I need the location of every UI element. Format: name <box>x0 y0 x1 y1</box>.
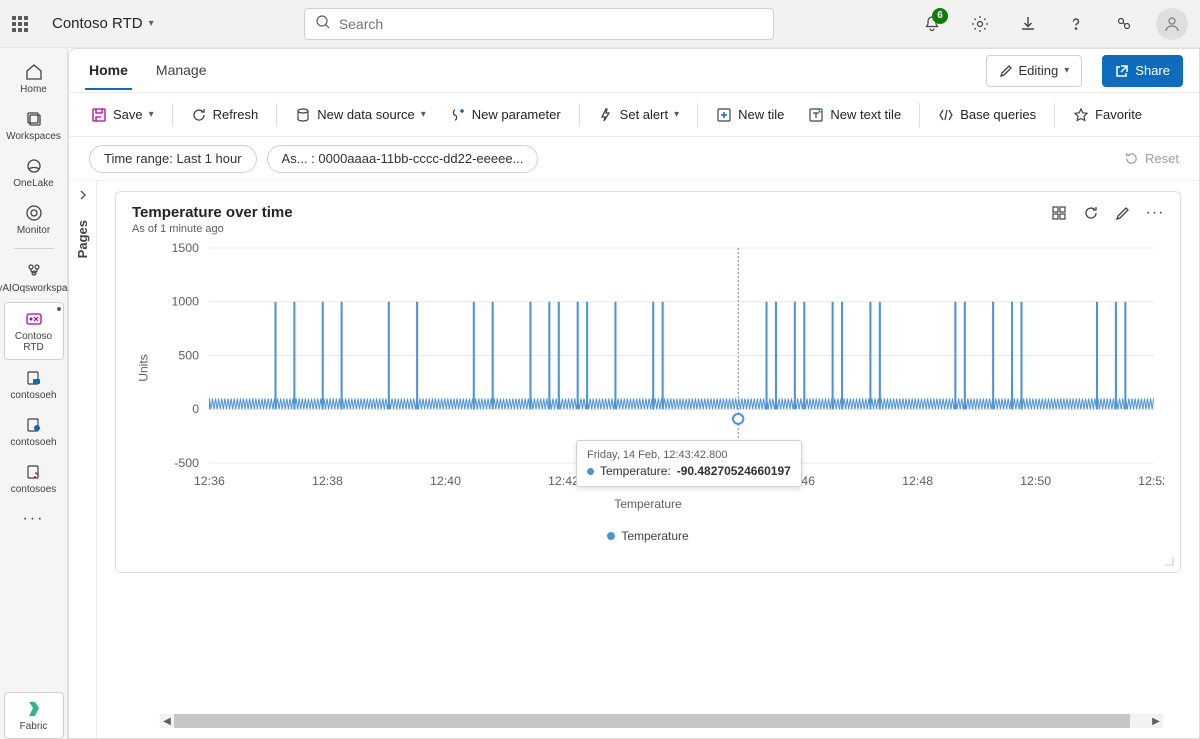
nav-home[interactable]: Home <box>4 56 64 101</box>
notifications-button[interactable]: 6 <box>916 8 948 40</box>
svg-text:12:48: 12:48 <box>902 474 933 488</box>
chart-tile: Temperature over time As of 1 minute ago… <box>115 191 1181 573</box>
pages-rail: Pages <box>69 181 97 738</box>
topbar: Contoso RTD ▾ 6 <box>0 0 1200 48</box>
refresh-button[interactable]: Refresh <box>181 99 269 131</box>
new-data-source-button[interactable]: New data source▾ <box>285 99 436 131</box>
nav-monitor[interactable]: Monitor <box>4 197 64 242</box>
download-button[interactable] <box>1012 8 1044 40</box>
chart-tooltip: Friday, 14 Feb, 12:43:42.800 Temperature… <box>576 440 802 487</box>
tile-title: Temperature over time <box>132 204 293 221</box>
app-launcher-icon[interactable] <box>12 16 32 32</box>
workspace-name: Contoso RTD <box>52 15 143 32</box>
main-area: Home Manage Editing▾ Share Save▾ Refresh… <box>68 48 1200 739</box>
tab-home[interactable]: Home <box>85 52 132 90</box>
share-button[interactable]: Share <box>1102 55 1183 87</box>
tooltip-timestamp: Friday, 14 Feb, 12:43:42.800 <box>587 449 791 461</box>
chevron-down-icon: ▾ <box>149 18 154 29</box>
pages-expand-icon[interactable] <box>77 189 89 204</box>
tooltip-label: Temperature: <box>600 464 671 478</box>
search-icon <box>315 14 331 33</box>
search-input[interactable] <box>339 16 763 32</box>
svg-text:500: 500 <box>178 349 199 363</box>
pages-label: Pages <box>75 220 90 258</box>
tile-refresh-icon[interactable] <box>1082 204 1100 222</box>
save-button[interactable]: Save▾ <box>81 99 164 131</box>
notification-badge: 6 <box>932 8 948 24</box>
svg-text:1500: 1500 <box>172 243 200 255</box>
svg-text:0: 0 <box>192 402 199 416</box>
svg-text:1000: 1000 <box>172 295 200 309</box>
filter-bar: Time range: Last 1 hour As... : 0000aaaa… <box>69 137 1199 181</box>
chart-legend: Temperature <box>132 529 1164 543</box>
tab-bar: Home Manage Editing▾ Share <box>69 49 1199 93</box>
x-axis-label: Temperature <box>132 497 1164 511</box>
horizontal-scrollbar[interactable]: ◀ ▶ <box>160 714 1163 728</box>
time-range-chip[interactable]: Time range: Last 1 hour <box>89 145 257 173</box>
nav-workspaces[interactable]: Workspaces <box>4 103 64 148</box>
nav-onelake[interactable]: OneLake <box>4 150 64 195</box>
tile-edit-icon[interactable] <box>1114 204 1132 222</box>
svg-text:12:50: 12:50 <box>1020 474 1051 488</box>
tooltip-value: -90.48270524660197 <box>677 464 791 478</box>
svg-text:12:38: 12:38 <box>312 474 343 488</box>
toolbar: Save▾ Refresh New data source▾ New param… <box>69 93 1199 137</box>
left-nav: Home Workspaces OneLake Monitor myAIOqsw… <box>0 48 68 739</box>
new-text-tile-button[interactable]: New text tile <box>798 99 911 131</box>
y-axis-label: Units <box>137 354 151 381</box>
tile-explore-icon[interactable] <box>1050 204 1068 222</box>
help-button[interactable] <box>1060 8 1092 40</box>
new-tile-button[interactable]: New tile <box>706 99 794 131</box>
reset-button[interactable]: Reset <box>1124 151 1179 166</box>
workspace-picker[interactable]: Contoso RTD ▾ <box>44 11 162 36</box>
svg-text:12:40: 12:40 <box>430 474 461 488</box>
svg-text:12:42: 12:42 <box>548 474 579 488</box>
svg-text:12:36: 12:36 <box>194 474 225 488</box>
nav-contosoeh-1[interactable]: contosoeh <box>4 362 64 407</box>
content-area: Pages Temperature over time As of 1 minu… <box>69 181 1199 738</box>
svg-text:-500: -500 <box>174 456 199 470</box>
favorite-button[interactable]: Favorite <box>1063 99 1152 131</box>
resize-handle-icon[interactable] <box>1162 554 1174 566</box>
tab-manage[interactable]: Manage <box>152 52 211 90</box>
nav-contosoes[interactable]: contosoes <box>4 456 64 501</box>
settings-button[interactable] <box>964 8 996 40</box>
nav-contoso-rtd[interactable]: Contoso RTD <box>4 302 64 360</box>
nav-myworkspace[interactable]: myAIOqsworkspace <box>4 255 64 300</box>
user-avatar[interactable] <box>1156 8 1188 40</box>
asset-chip[interactable]: As... : 0000aaaa-11bb-cccc-dd22-eeeee... <box>267 145 539 173</box>
tile-more-icon[interactable]: ··· <box>1146 204 1164 222</box>
editing-mode-button[interactable]: Editing▾ <box>986 55 1083 87</box>
canvas: Temperature over time As of 1 minute ago… <box>97 181 1199 738</box>
new-parameter-button[interactable]: New parameter <box>440 99 571 131</box>
feedback-button[interactable] <box>1108 8 1140 40</box>
svg-text:12:52: 12:52 <box>1138 474 1164 488</box>
nav-fabric[interactable]: Fabric <box>4 692 64 739</box>
nav-contosoeh-2[interactable]: contosoeh <box>4 409 64 454</box>
nav-more[interactable]: ··· <box>4 503 64 535</box>
base-queries-button[interactable]: Base queries <box>928 99 1046 131</box>
search-box[interactable] <box>304 8 774 40</box>
tile-subtitle: As of 1 minute ago <box>132 223 293 235</box>
set-alert-button[interactable]: Set alert▾ <box>588 99 689 131</box>
